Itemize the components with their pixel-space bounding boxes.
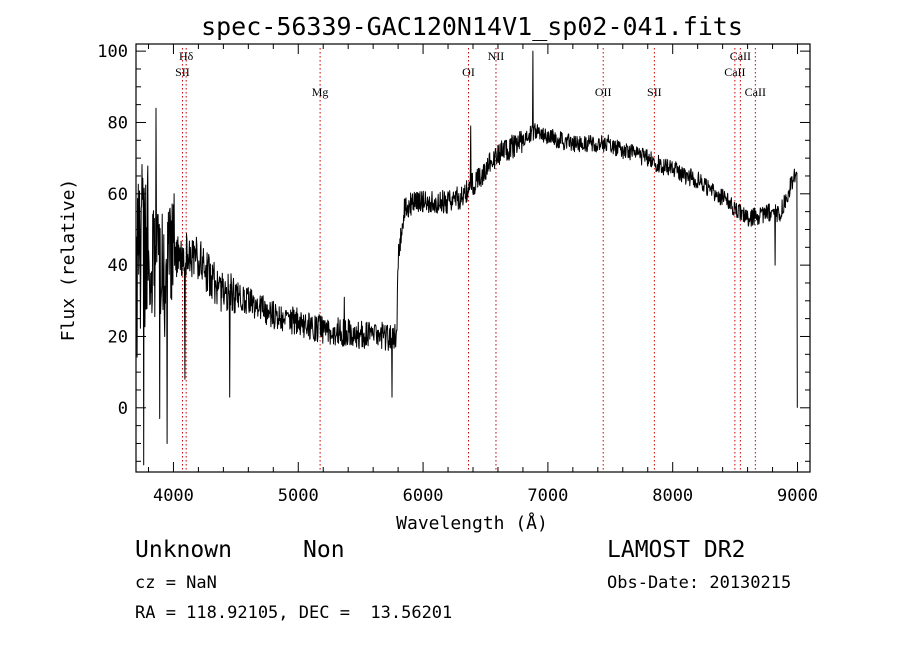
coordinates: RA = 118.92105, DEC = 13.56201 [135,603,453,623]
x-axis-label: Wavelength (Å) [396,512,548,534]
x-tick-label: 9000 [777,486,818,506]
survey-name: LAMOST DR2 [607,537,746,563]
y-tick-label: 60 [108,185,128,205]
x-tick-label: 7000 [527,486,568,506]
y-tick-label: 80 [108,113,128,133]
line-marker-label: SII [647,85,662,99]
line-marker-label: CaII [724,65,745,79]
y-axis-label: Flux (relative) [58,179,79,342]
plot-frame [135,43,811,473]
obs-date: Obs-Date: 20130215 [607,573,792,593]
line-marker-label: CaII [730,49,751,63]
y-tick-label: 100 [97,42,128,62]
redshift-cz: cz = NaN [135,573,217,593]
line-marker-label: CaII [745,85,766,99]
x-tick-label: 6000 [403,486,444,506]
x-tick-label: 8000 [652,486,693,506]
y-tick-label: 0 [118,399,128,419]
x-tick-label: 5000 [278,486,319,506]
spectrum-series [135,50,798,466]
line-marker-label: Mg [312,85,329,99]
line-marker-label: Hδ [179,49,194,63]
axis-ticks: 4000 5000 6000 7000 8000 9000 0 20 40 60 80 100 [97,42,818,506]
object-class: Unknown [135,537,232,563]
object-subclass: Non [303,537,345,563]
x-tick-label: 4000 [153,486,194,506]
y-tick-label: 40 [108,256,128,276]
line-marker-label: OI [462,65,475,79]
chart-title: spec-56339-GAC120N14V1_sp02-041.fits [201,12,743,41]
line-marker-label: NII [488,49,505,63]
spectrum-line [135,50,798,466]
y-tick-label: 20 [108,327,128,347]
line-marker-label: SII [175,65,190,79]
line-marker-label: OII [595,85,612,99]
